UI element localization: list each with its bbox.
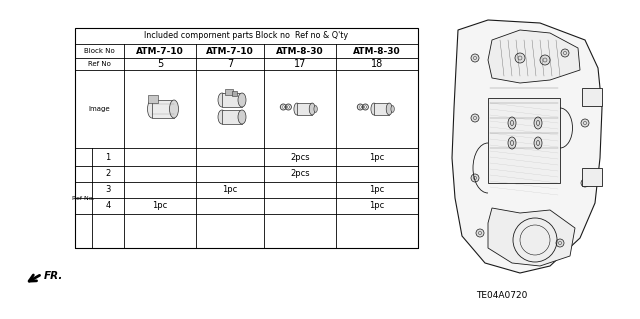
Text: Ref No: Ref No <box>88 61 111 67</box>
Text: ATM-7-10: ATM-7-10 <box>206 47 254 56</box>
Bar <box>225 89 233 95</box>
Text: ATM-8-30: ATM-8-30 <box>276 47 324 56</box>
Text: 2pcs: 2pcs <box>290 169 310 179</box>
Bar <box>75 28 418 248</box>
Text: TE04A0720: TE04A0720 <box>476 292 528 300</box>
Text: 1pc: 1pc <box>369 202 385 211</box>
Text: 5: 5 <box>157 59 163 69</box>
Circle shape <box>556 239 564 247</box>
Ellipse shape <box>218 110 226 124</box>
Bar <box>374 103 389 115</box>
Text: 1pc: 1pc <box>222 186 237 195</box>
Ellipse shape <box>534 117 542 129</box>
Ellipse shape <box>238 110 246 124</box>
Text: 17: 17 <box>294 59 306 69</box>
Text: 1pc: 1pc <box>369 152 385 161</box>
Text: 2: 2 <box>106 169 111 179</box>
Bar <box>297 103 312 115</box>
Ellipse shape <box>508 137 516 149</box>
Text: 1pc: 1pc <box>152 202 168 211</box>
Ellipse shape <box>371 103 377 115</box>
Polygon shape <box>488 30 580 83</box>
Ellipse shape <box>294 103 300 115</box>
Bar <box>152 100 174 118</box>
Ellipse shape <box>238 93 246 107</box>
Circle shape <box>476 229 484 237</box>
Ellipse shape <box>314 106 317 112</box>
Text: 18: 18 <box>371 59 383 69</box>
Ellipse shape <box>170 100 179 118</box>
Circle shape <box>581 179 589 187</box>
Ellipse shape <box>386 103 392 115</box>
Bar <box>148 95 158 103</box>
Text: 2pcs: 2pcs <box>290 152 310 161</box>
Circle shape <box>471 114 479 122</box>
Circle shape <box>581 119 589 127</box>
Text: ATM-7-10: ATM-7-10 <box>136 47 184 56</box>
Ellipse shape <box>508 117 516 129</box>
Text: Included compornent parts Block no  Ref no & Q'ty: Included compornent parts Block no Ref n… <box>145 32 349 41</box>
Text: 3: 3 <box>106 186 111 195</box>
Ellipse shape <box>309 103 315 115</box>
Circle shape <box>540 55 550 65</box>
Circle shape <box>471 54 479 62</box>
Polygon shape <box>452 20 602 273</box>
Bar <box>222 93 242 107</box>
Text: 7: 7 <box>227 59 233 69</box>
Polygon shape <box>488 208 575 266</box>
Circle shape <box>515 53 525 63</box>
Text: Image: Image <box>89 106 110 112</box>
Ellipse shape <box>534 137 542 149</box>
Bar <box>582 168 602 186</box>
Text: 4: 4 <box>106 202 111 211</box>
Text: ATM-8-30: ATM-8-30 <box>353 47 401 56</box>
Text: Ref No.: Ref No. <box>72 196 94 201</box>
Text: FR.: FR. <box>44 271 63 281</box>
Bar <box>232 91 237 96</box>
Bar <box>488 98 560 183</box>
Ellipse shape <box>147 100 157 118</box>
Ellipse shape <box>218 93 226 107</box>
Ellipse shape <box>391 106 394 112</box>
Text: Block No: Block No <box>84 48 115 54</box>
Circle shape <box>561 49 569 57</box>
Bar <box>582 88 602 106</box>
Bar <box>222 110 242 124</box>
Text: 1pc: 1pc <box>369 186 385 195</box>
Circle shape <box>471 174 479 182</box>
Text: 1: 1 <box>106 152 111 161</box>
